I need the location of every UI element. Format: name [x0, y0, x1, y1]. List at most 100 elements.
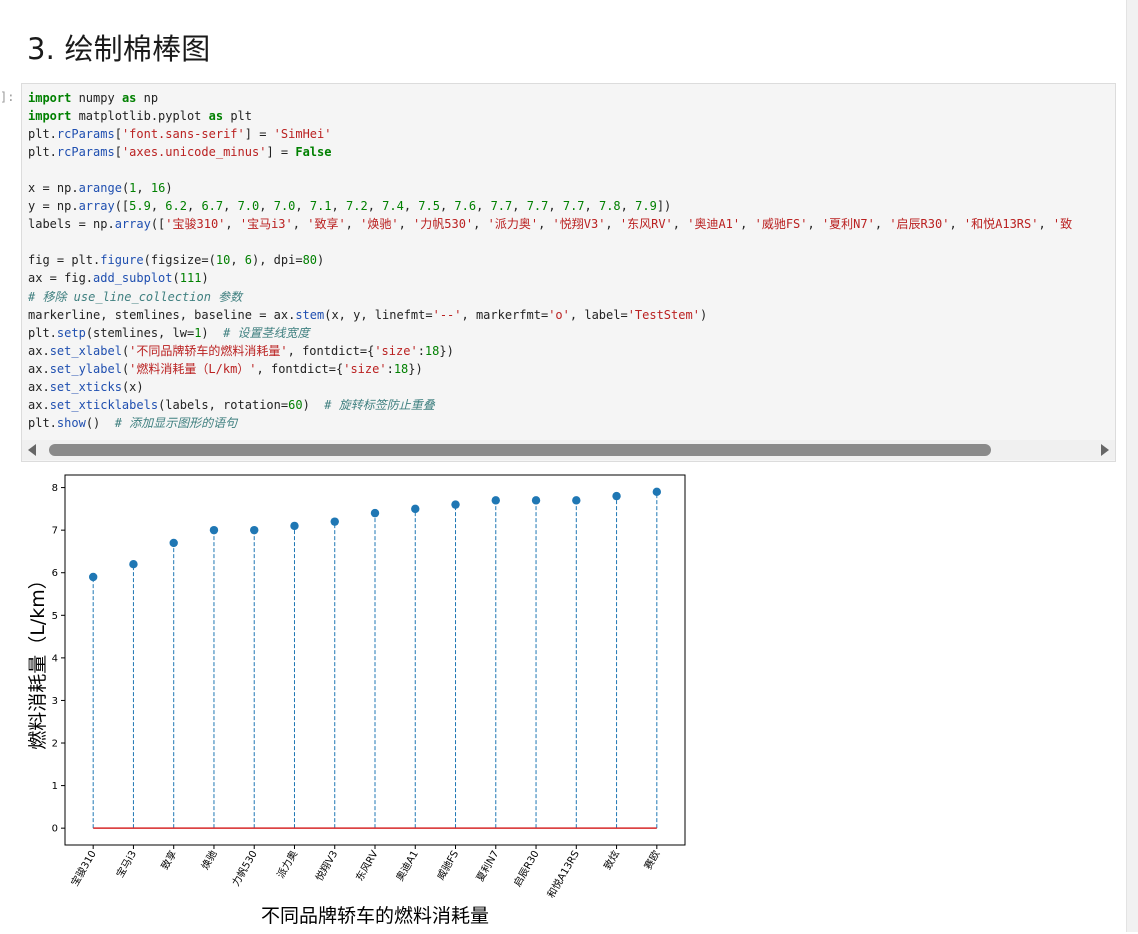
code-token: '和悦A13RS'	[963, 217, 1039, 232]
code-token: 80	[302, 253, 318, 268]
code-token: ([	[150, 217, 166, 232]
code-token: plt.	[28, 325, 57, 340]
y-tick-label: 5	[52, 611, 58, 622]
code-token: (x, y, linefmt=	[324, 307, 433, 322]
code-token: labels = np.	[28, 217, 115, 232]
code-token: (stemlines, lw=	[85, 325, 195, 340]
code-token: ,	[225, 217, 240, 232]
code-line: plt.setp(stemlines, lw=1) # 设置茎线宽度	[28, 324, 1072, 342]
code-token: 7.0	[273, 199, 296, 214]
code-token: )	[165, 181, 173, 196]
code-token: ,	[259, 199, 274, 214]
code-token: '致	[1052, 217, 1073, 232]
code-token: ,	[403, 199, 419, 214]
code-token: # 移除 use_line_collection 参数	[28, 289, 243, 304]
cell-prompt: ]:	[0, 90, 15, 104]
code-token: ), dpi=	[252, 253, 303, 268]
code-token: ax.	[28, 361, 50, 376]
scroll-left-icon[interactable]	[28, 444, 36, 456]
code-line: # 移除 use_line_collection 参数	[28, 288, 1072, 306]
scrollbar-thumb[interactable]	[49, 444, 991, 456]
code-line: ​	[28, 233, 1072, 251]
code-token: ,	[367, 199, 383, 214]
code-token: as	[121, 91, 137, 105]
stem-marker	[411, 504, 420, 514]
code-token: 7.2	[346, 199, 368, 214]
x-tick-label: 宝骏310	[68, 848, 99, 888]
code-token: markerline, stemlines, baseline = ax.	[28, 307, 296, 322]
stem-marker	[572, 496, 581, 505]
code-token: ,	[295, 199, 310, 214]
code-token: ,	[807, 217, 822, 232]
horizontal-scrollbar[interactable]	[22, 440, 1115, 460]
code-line: ax.set_ylabel('燃料消耗量（L/km）', fontdict={'…	[28, 360, 1072, 378]
code-token: (	[121, 343, 130, 358]
code-token: show	[56, 415, 86, 430]
code-token: 7.6	[454, 199, 477, 214]
x-tick-label: 启辰R30	[511, 848, 542, 889]
code-token: 6.2	[165, 199, 187, 214]
code-token: # 添加显示图形的语句	[114, 415, 238, 430]
code-token: arange	[78, 181, 122, 196]
code-token: ,	[620, 199, 636, 214]
code-token: (figsize=(	[143, 253, 216, 268]
code-token: )	[201, 271, 209, 286]
code-token: 1	[129, 181, 137, 196]
page-scrollbar[interactable]	[1126, 0, 1138, 932]
code-line: import matplotlib.pyplot as plt	[28, 107, 1072, 125]
code-token: '夏利N7'	[821, 217, 875, 232]
code-token: 5.9	[129, 199, 151, 214]
code-token: ,	[473, 217, 488, 232]
code-cell[interactable]: import numpy as np import matplotlib.pypl…	[21, 83, 1116, 462]
code-token: ,	[476, 199, 491, 214]
stem-marker	[531, 496, 541, 505]
code-token: 7.7	[562, 199, 585, 214]
section-heading: 3. 绘制棉棒图	[27, 32, 211, 66]
code-token: ,	[223, 199, 238, 214]
code-token: stem	[295, 307, 325, 322]
code-token: import	[28, 91, 72, 105]
code-token: add_subplot	[93, 271, 173, 286]
code-token: fig = plt.	[28, 253, 101, 268]
code-token: '威驰FS'	[754, 217, 808, 232]
code-line: import numpy as np	[28, 89, 1072, 107]
x-tick-label: 焕驰	[198, 848, 219, 872]
code-token: '--'	[432, 307, 462, 322]
y-tick-label: 4	[52, 653, 58, 664]
code-token: numpy	[71, 91, 122, 105]
code-line: labels = np.array(['宝骏310', '宝马i3', '致享'…	[28, 215, 1072, 233]
x-tick-label: 奥迪A1	[393, 848, 421, 883]
code-token: (	[172, 271, 180, 286]
stem-marker	[250, 525, 259, 535]
code-line: plt.rcParams['axes.unicode_minus'] = Fal…	[28, 143, 1072, 161]
stem-marker	[451, 500, 460, 509]
code-token: )	[201, 325, 224, 340]
code-token: 'font.sans-serif'	[121, 127, 245, 142]
code-token: 'SimHei'	[273, 127, 332, 142]
x-tick-label: 威驰FS	[434, 848, 461, 882]
code-line: fig = plt.figure(figsize=(10, 6), dpi=80…	[28, 251, 1072, 269]
code-token: 16	[150, 181, 166, 196]
code-token: ,	[136, 181, 151, 196]
code-token: ax.	[28, 343, 50, 358]
code-token: ,	[584, 199, 599, 214]
code-token: 1	[194, 325, 202, 340]
x-tick-label: 悦翔V3	[312, 848, 340, 883]
stem-marker	[330, 517, 339, 526]
x-tick-label: 致享	[158, 848, 179, 872]
y-tick-label: 0	[52, 824, 58, 835]
code-token: )	[317, 253, 325, 268]
code-token: })	[408, 361, 423, 376]
code-token: 'size'	[374, 343, 418, 358]
x-tick-label: 致炫	[601, 848, 622, 872]
code-token: 'o'	[548, 307, 570, 322]
code-token: ,	[1038, 217, 1053, 232]
scroll-right-icon[interactable]	[1101, 444, 1109, 456]
code-token: ] =	[244, 127, 274, 142]
code-token: '东风RV'	[619, 217, 673, 232]
code-token: 60	[288, 397, 303, 412]
x-tick-label: 和悦A13RS	[544, 848, 582, 900]
code-token: 'size'	[343, 361, 387, 376]
code-token: rcParams	[56, 145, 115, 160]
code-editor[interactable]: import numpy as np import matplotlib.pypl…	[28, 89, 1072, 432]
